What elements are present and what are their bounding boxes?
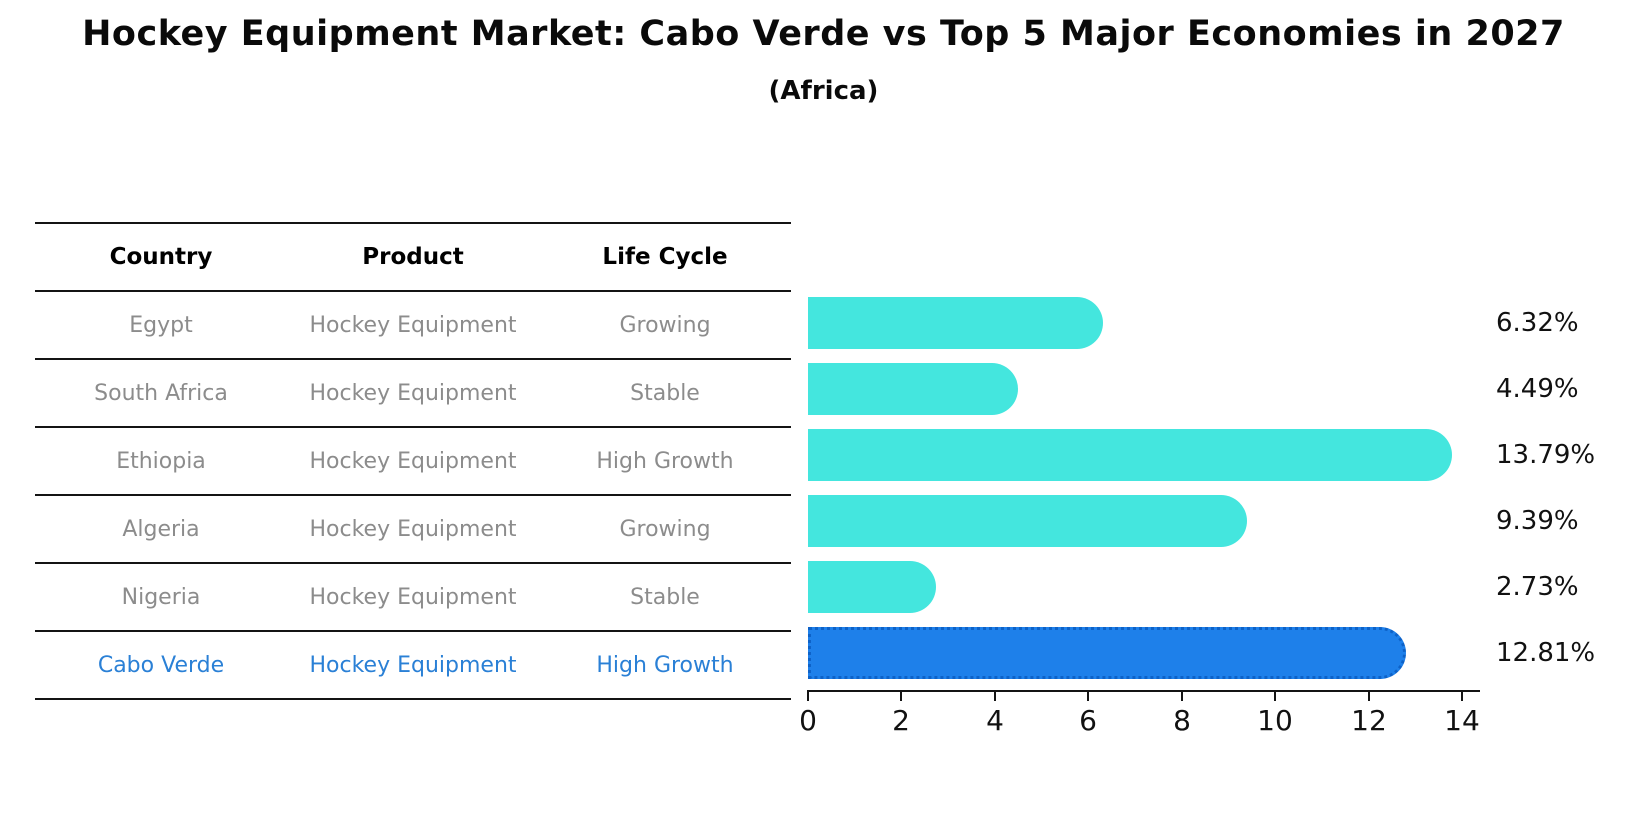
cell-product: Hockey Equipment bbox=[309, 380, 517, 406]
value-label-ethiopia: 13.79% bbox=[1496, 440, 1596, 470]
tick-mark bbox=[807, 690, 809, 701]
x-tick-label: 0 bbox=[799, 704, 817, 737]
x-tick-label: 8 bbox=[1173, 704, 1191, 737]
tick-mark bbox=[1274, 690, 1276, 701]
bar-egypt bbox=[808, 297, 1103, 349]
cell-country: Egypt bbox=[129, 312, 193, 338]
page-title: Hockey Equipment Market: Cabo Verde vs T… bbox=[82, 14, 1565, 54]
info-table: Country Product Life Cycle Egypt Hockey … bbox=[35, 222, 791, 700]
cell-product: Hockey Equipment bbox=[309, 652, 517, 678]
bar-south-africa bbox=[808, 363, 1018, 415]
x-tick-label: 12 bbox=[1351, 704, 1387, 737]
bar-cabo-verde bbox=[808, 627, 1406, 679]
table-header-row: Country Product Life Cycle bbox=[35, 222, 791, 292]
tick-mark bbox=[994, 690, 996, 701]
x-tick-label: 2 bbox=[892, 704, 910, 737]
bar-chart: 6.32% 4.49% 13.79% 9.39% 2.73% 12.81% 0 … bbox=[799, 290, 1595, 737]
cell-country: South Africa bbox=[94, 380, 228, 406]
cell-product: Hockey Equipment bbox=[309, 448, 517, 474]
table-row-cabo-verde: Cabo Verde Hockey Equipment High Growth bbox=[35, 632, 791, 700]
value-label-nigeria: 2.73% bbox=[1496, 572, 1579, 602]
cell-product: Hockey Equipment bbox=[309, 516, 517, 542]
cell-life-cycle: High Growth bbox=[596, 652, 734, 678]
cell-country: Algeria bbox=[122, 516, 200, 542]
table-row-algeria: Algeria Hockey Equipment Growing bbox=[35, 496, 791, 564]
bar-ethiopia bbox=[808, 429, 1452, 481]
x-tick-label: 4 bbox=[986, 704, 1004, 737]
header-product: Product bbox=[362, 244, 464, 270]
cell-life-cycle: High Growth bbox=[596, 448, 734, 474]
cell-life-cycle: Stable bbox=[630, 380, 700, 406]
x-tick-label: 10 bbox=[1257, 704, 1293, 737]
cell-country: Nigeria bbox=[121, 584, 201, 610]
cell-life-cycle: Growing bbox=[619, 312, 711, 338]
cell-product: Hockey Equipment bbox=[309, 584, 517, 610]
cell-life-cycle: Stable bbox=[630, 584, 700, 610]
value-label-cabo-verde: 12.81% bbox=[1496, 638, 1596, 668]
value-label-south-africa: 4.49% bbox=[1496, 374, 1579, 404]
cell-country: Cabo Verde bbox=[97, 652, 225, 678]
cell-life-cycle: Growing bbox=[619, 516, 711, 542]
value-label-egypt: 6.32% bbox=[1496, 308, 1579, 338]
header-country: Country bbox=[109, 244, 213, 270]
cell-product: Hockey Equipment bbox=[309, 312, 517, 338]
table-row-south-africa: South Africa Hockey Equipment Stable bbox=[35, 360, 791, 428]
tick-mark bbox=[1461, 690, 1463, 701]
bar-nigeria bbox=[808, 561, 936, 613]
table-row-egypt: Egypt Hockey Equipment Growing bbox=[35, 292, 791, 360]
tick-mark bbox=[1368, 690, 1370, 701]
table-row-nigeria: Nigeria Hockey Equipment Stable bbox=[35, 564, 791, 632]
value-label-algeria: 9.39% bbox=[1496, 506, 1579, 536]
tick-mark bbox=[1087, 690, 1089, 701]
tick-mark bbox=[1181, 690, 1183, 701]
page-subtitle: (Africa) bbox=[768, 76, 879, 106]
table-row-ethiopia: Ethiopia Hockey Equipment High Growth bbox=[35, 428, 791, 496]
cell-country: Ethiopia bbox=[116, 448, 206, 474]
header-life-cycle: Life Cycle bbox=[602, 244, 728, 270]
bar-algeria bbox=[808, 495, 1247, 547]
x-tick-label: 6 bbox=[1079, 704, 1097, 737]
tick-mark bbox=[900, 690, 902, 701]
x-tick-label: 14 bbox=[1444, 704, 1480, 737]
